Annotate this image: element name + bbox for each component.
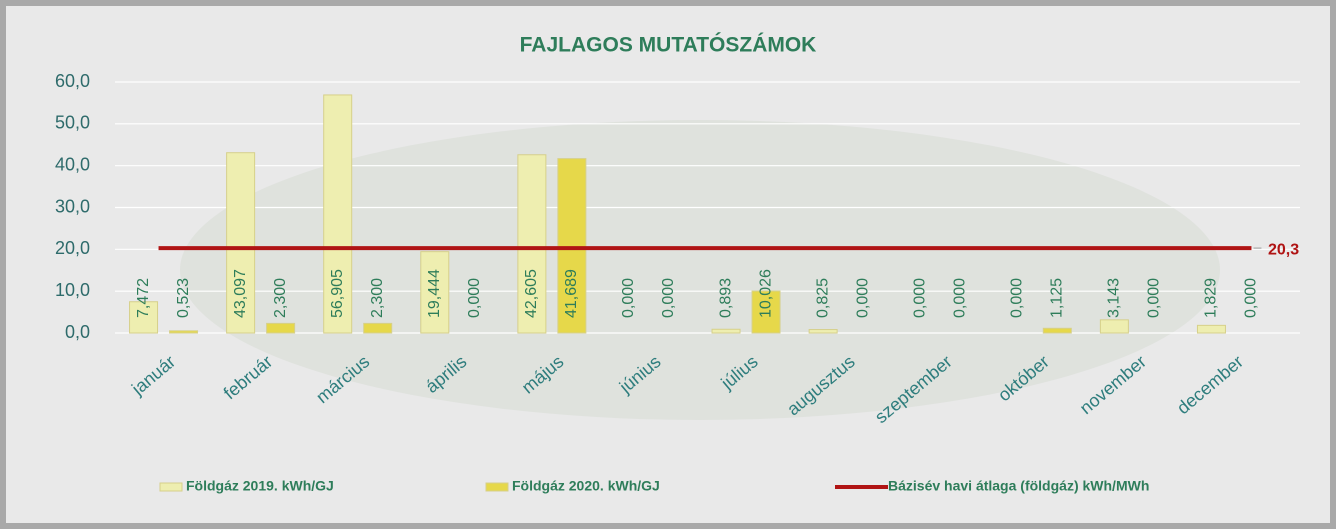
y-tick-label: 60,0 xyxy=(55,71,90,91)
legend-label: Bázisév havi átlaga (földgáz) kWh/MWh xyxy=(888,478,1149,494)
y-tick-label: 40,0 xyxy=(55,154,90,174)
data-label: 0,000 xyxy=(660,278,677,318)
bar xyxy=(169,330,199,334)
data-label: 0,523 xyxy=(175,278,192,318)
bar xyxy=(1196,324,1226,334)
reference-label: 20,3 xyxy=(1268,241,1299,258)
bar xyxy=(363,322,393,334)
data-label: 2,300 xyxy=(272,278,289,318)
bar xyxy=(557,158,587,334)
data-label: 0,825 xyxy=(814,278,831,318)
data-label: 1,829 xyxy=(1203,278,1220,318)
data-label: 42,605 xyxy=(523,269,540,318)
data-label: 0,000 xyxy=(466,278,483,318)
chart-title: FAJLAGOS MUTATÓSZÁMOK xyxy=(520,33,817,57)
data-label: 0,000 xyxy=(951,278,968,318)
data-label: 43,097 xyxy=(232,269,249,318)
data-label: 0,000 xyxy=(620,278,637,318)
y-tick-label: 50,0 xyxy=(55,113,90,133)
bar xyxy=(1042,327,1072,334)
y-tick-label: 30,0 xyxy=(55,196,90,216)
legend-swatch xyxy=(159,482,183,492)
data-label: 0,000 xyxy=(1243,278,1260,318)
legend-swatch xyxy=(485,482,509,492)
bar xyxy=(226,152,256,334)
data-label: 56,905 xyxy=(329,269,346,318)
bar xyxy=(808,329,838,334)
data-label: 0,000 xyxy=(854,278,871,318)
bar xyxy=(266,322,296,334)
data-label: 7,472 xyxy=(135,278,152,318)
y-tick-label: 0,0 xyxy=(65,322,90,342)
bar xyxy=(711,328,741,334)
y-tick-label: 20,0 xyxy=(55,238,90,258)
data-label: 0,000 xyxy=(1009,278,1026,318)
bar xyxy=(323,94,353,334)
data-label: 2,300 xyxy=(369,278,386,318)
legend-label: Földgáz 2019. kWh/GJ xyxy=(186,478,334,494)
data-label: 41,689 xyxy=(563,269,580,318)
bar xyxy=(751,290,781,334)
background-tree xyxy=(180,120,1220,420)
legend-label: Földgáz 2020. kWh/GJ xyxy=(512,478,660,494)
data-label: 0,893 xyxy=(717,278,734,318)
bar xyxy=(420,251,450,334)
data-label: 19,444 xyxy=(426,269,443,318)
data-label: 0,000 xyxy=(1146,278,1163,318)
data-label: 1,125 xyxy=(1049,278,1066,318)
data-label: 10,026 xyxy=(757,269,774,318)
data-label: 0,000 xyxy=(911,278,928,318)
data-label: 3,143 xyxy=(1106,278,1123,318)
bar xyxy=(517,154,547,334)
y-tick-label: 10,0 xyxy=(55,280,90,300)
bar xyxy=(1099,319,1129,334)
bar xyxy=(129,301,159,334)
